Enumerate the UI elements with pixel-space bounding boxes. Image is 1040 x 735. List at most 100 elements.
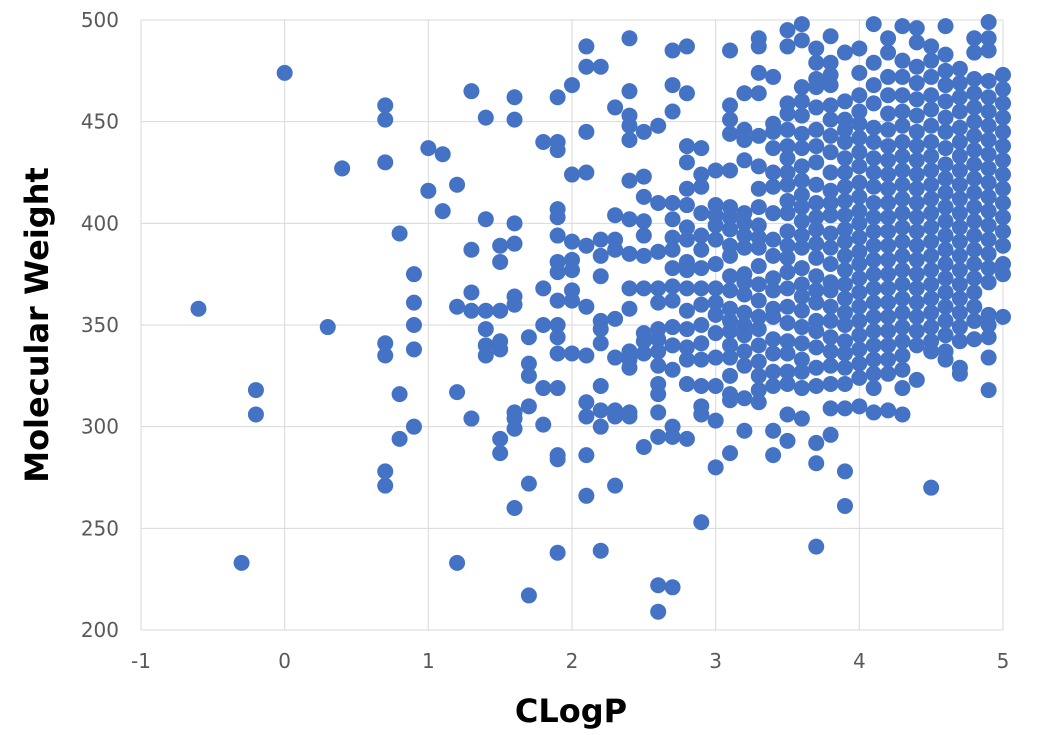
data-point — [880, 237, 897, 254]
data-point — [851, 103, 868, 120]
data-point — [865, 164, 882, 181]
data-point — [851, 87, 868, 104]
data-point — [951, 176, 968, 193]
data-point — [463, 284, 480, 301]
data-point — [678, 38, 695, 55]
y-tick-label: 450 — [81, 110, 119, 134]
data-point — [865, 294, 882, 311]
data-point — [836, 463, 853, 480]
data-point — [880, 337, 897, 354]
data-point — [851, 215, 868, 232]
data-point — [951, 205, 968, 222]
data-point — [678, 430, 695, 447]
data-point — [592, 231, 609, 248]
data-point — [908, 237, 925, 254]
data-point — [951, 89, 968, 106]
data-point — [707, 306, 724, 323]
data-point — [736, 357, 753, 374]
data-point — [793, 172, 810, 189]
data-point — [937, 351, 954, 368]
data-point — [750, 217, 767, 234]
data-point — [707, 231, 724, 248]
data-point — [564, 345, 580, 362]
data-point — [851, 284, 868, 301]
data-point — [736, 85, 753, 102]
data-point — [520, 587, 537, 604]
data-point — [966, 142, 983, 159]
data-point — [377, 335, 394, 352]
data-point — [635, 213, 652, 230]
data-point — [664, 278, 681, 295]
data-point — [750, 321, 767, 338]
data-point — [334, 160, 351, 177]
data-point — [923, 290, 940, 307]
data-point — [578, 408, 595, 425]
data-point — [793, 351, 810, 368]
data-point — [664, 579, 681, 596]
data-point — [808, 40, 825, 57]
data-point — [477, 347, 494, 364]
data-point — [506, 500, 523, 516]
data-point — [923, 247, 940, 264]
data-point — [951, 333, 968, 350]
data-point — [664, 103, 681, 120]
x-tick-label: -1 — [131, 649, 151, 673]
data-point — [880, 294, 897, 311]
data-point — [808, 195, 825, 211]
data-point — [894, 333, 911, 350]
data-point — [520, 355, 537, 372]
data-point — [506, 111, 523, 128]
data-point — [477, 302, 494, 319]
data-point — [693, 514, 710, 531]
data-point — [951, 247, 968, 264]
data-point — [822, 375, 839, 392]
data-point — [535, 416, 552, 433]
data-point — [836, 304, 853, 321]
data-point — [951, 103, 968, 120]
data-point — [621, 30, 638, 47]
data-point — [678, 351, 695, 368]
data-point — [923, 205, 940, 222]
data-point — [506, 89, 523, 106]
data-point — [808, 176, 825, 193]
data-point — [966, 298, 983, 315]
data-point — [520, 398, 537, 415]
data-point — [750, 353, 767, 370]
x-tick-label: 1 — [422, 649, 435, 673]
data-point — [880, 402, 897, 419]
data-point — [693, 280, 710, 297]
data-point — [980, 117, 997, 134]
data-point — [865, 237, 882, 254]
data-point — [793, 213, 810, 230]
data-point — [693, 140, 710, 157]
data-point — [592, 58, 609, 75]
data-point — [520, 475, 537, 492]
data-point — [808, 79, 825, 96]
data-point — [722, 247, 739, 264]
data-point — [937, 170, 954, 187]
data-point — [592, 378, 609, 394]
data-point — [449, 554, 466, 571]
data-point — [664, 337, 681, 354]
data-point — [779, 205, 796, 222]
data-point — [750, 85, 767, 102]
data-point — [621, 211, 638, 228]
data-point — [463, 302, 480, 319]
data-point — [693, 317, 710, 333]
data-point — [578, 58, 595, 75]
data-point — [865, 134, 882, 150]
data-point — [894, 18, 911, 35]
data-point — [937, 284, 954, 301]
data-point — [923, 219, 940, 236]
data-point — [707, 412, 724, 429]
y-tick-labels: 200 250 300 350 400 450 500 — [81, 8, 119, 642]
data-point — [980, 349, 997, 366]
data-point — [549, 89, 566, 106]
data-point — [736, 343, 753, 360]
data-point — [549, 292, 566, 309]
data-point — [463, 241, 480, 258]
x-tick-label: 0 — [278, 649, 291, 673]
data-point — [779, 280, 796, 297]
data-point — [908, 123, 925, 140]
x-tick-label: 4 — [853, 649, 866, 673]
